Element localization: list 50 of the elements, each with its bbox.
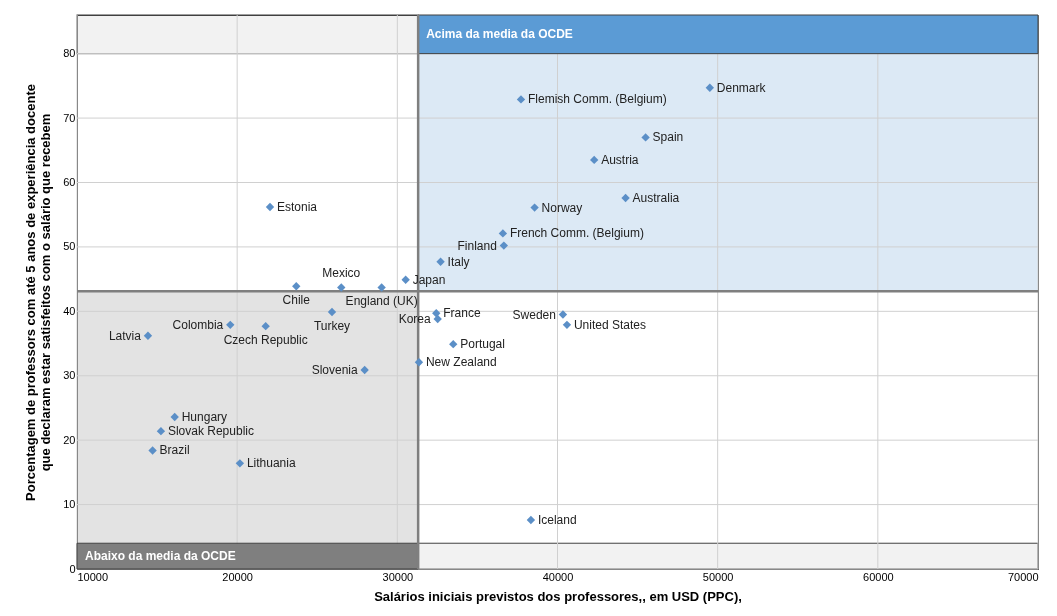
y-tick-label: 80	[63, 47, 76, 60]
annotation: Australia	[632, 190, 680, 205]
annotation: France	[443, 306, 481, 321]
annotation: Mexico	[322, 266, 361, 281]
y-tick-label: 60	[63, 175, 76, 188]
annotation: Spain	[652, 130, 684, 145]
x-axis-title: Salários iniciais previstos dos professores,, em USD (PPC),	[374, 588, 742, 604]
annotation: Latvia	[108, 328, 142, 343]
annotation: Italy	[447, 254, 470, 269]
annotation: United States	[573, 317, 646, 332]
annotation: Slovak Republic	[167, 424, 254, 439]
y-tick-label: 70	[63, 111, 76, 124]
annotation: Lithuania	[246, 456, 296, 471]
y-tick-label: 40	[63, 304, 76, 317]
annotation: Estonia	[277, 199, 318, 214]
annotation: Denmark	[716, 80, 767, 95]
y-tick-label: 30	[63, 369, 76, 382]
x-tick-label: 20000	[222, 570, 253, 583]
annotation: Norway	[541, 200, 583, 215]
y-axis-title: Porcentagem de professors com até 5 anos de experiência docente que declaram estar satisfeitos com o salário que recebem	[23, 84, 54, 501]
annotation: Iceland	[537, 513, 577, 528]
annotation: Czech Republic	[223, 333, 308, 348]
annotation: Austria	[601, 152, 639, 167]
x-tick-label: 40000	[542, 570, 574, 583]
annotation: England (UK)	[345, 294, 418, 309]
annotation: Korea	[398, 312, 432, 327]
annotation: Slovenia	[311, 362, 358, 377]
x-tick-label: 60000	[863, 570, 894, 583]
band-label: Acima da media da OCDE	[426, 27, 573, 42]
band-label: Abaixo da media da OCDE	[85, 549, 236, 564]
y-tick-label: 0	[69, 562, 76, 575]
annotation: Japan	[412, 272, 446, 287]
x-tick-label: 50000	[702, 570, 734, 583]
annotation: French Comm. (Belgium)	[509, 226, 644, 241]
annotation: Colombia	[172, 317, 224, 332]
annotation: Sweden	[512, 307, 556, 322]
annotation: Flemish Comm. (Belgium)	[527, 92, 667, 107]
annotation: New Zealand	[425, 355, 497, 370]
annotation: Portugal	[460, 337, 505, 352]
y-tick-label: 50	[63, 240, 76, 253]
y-tick-label: 10	[63, 498, 76, 511]
y-tick-label: 20	[63, 433, 76, 446]
annotation: Finland	[457, 238, 497, 253]
annotation: Turkey	[313, 318, 351, 333]
annotation: Chile	[282, 293, 311, 308]
x-tick-label: 70000	[1007, 570, 1039, 583]
x-tick-label: 30000	[382, 570, 414, 583]
annotation: Brazil	[159, 443, 190, 458]
annotation: Hungary	[181, 409, 228, 424]
x-tick-label: 10000	[77, 570, 109, 583]
